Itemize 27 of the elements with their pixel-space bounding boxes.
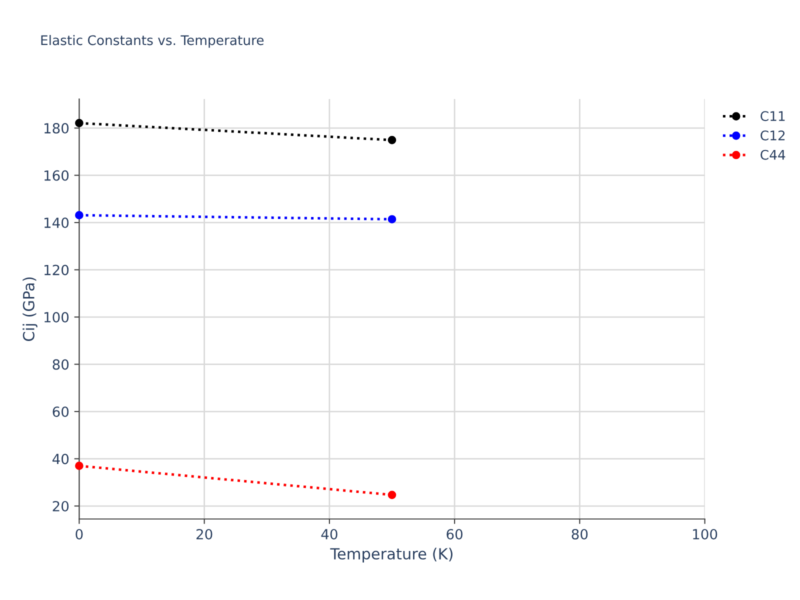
y-tick-label: 80: [52, 359, 69, 370]
x-tick-label: 60: [446, 528, 462, 540]
y-tick-label: 60: [52, 406, 69, 417]
y-tick-label: 20: [52, 500, 69, 512]
y-tick-label: 40: [52, 454, 69, 464]
y-axis-title: Cij (GPa): [22, 277, 38, 341]
point: [388, 215, 396, 224]
point: [388, 490, 396, 500]
point: [75, 211, 84, 220]
y-tick-label: 100: [44, 312, 69, 323]
y-tick-label: 160: [44, 170, 69, 181]
x-tick-label: 20: [196, 528, 212, 540]
point: [75, 118, 84, 128]
legend-label: C44: [760, 150, 786, 160]
legend-label: C11: [760, 111, 785, 122]
chart-title: Elastic Constants vs. Temperature: [41, 34, 264, 48]
x-axis-title: Temperature (K): [330, 548, 452, 563]
x-tick-label: 0: [76, 528, 83, 540]
y-tick-label: 140: [44, 218, 69, 228]
x-tick-label: 40: [321, 528, 338, 540]
x-tick-label: 80: [572, 528, 588, 540]
y-tick-label: 180: [44, 123, 69, 134]
point: [75, 462, 84, 470]
y-tick-label: 120: [44, 264, 69, 276]
legend-label: C12: [760, 130, 785, 140]
point: [388, 136, 396, 144]
x-tick-label: 100: [693, 528, 718, 540]
